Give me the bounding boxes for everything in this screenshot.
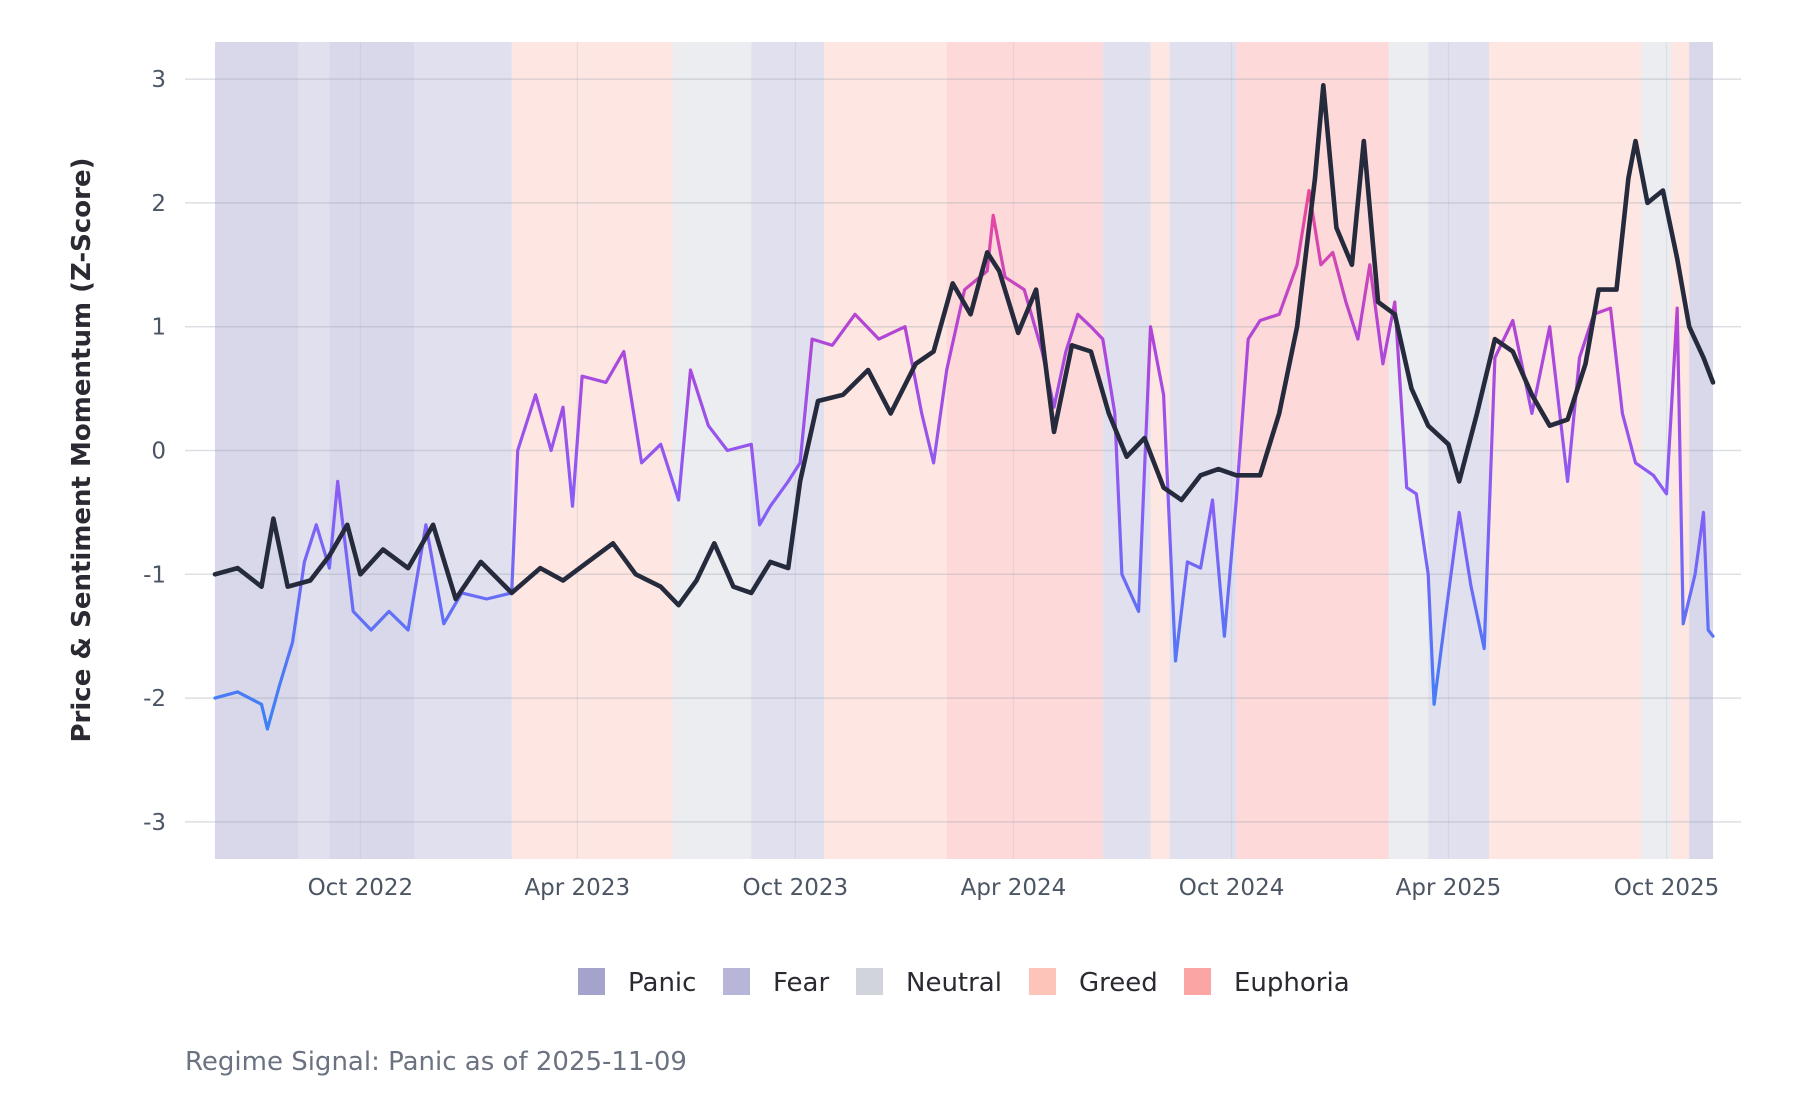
legend-label-euphoria: Euphoria [1234,968,1350,998]
x-tick-label: Oct 2022 [308,875,414,901]
x-tick-label: Apr 2023 [524,875,630,901]
regime-band-neutral [1641,42,1672,859]
regime-band-euphoria [1236,42,1389,859]
regime-band-neutral [1388,42,1429,859]
regime-band-greed [823,42,947,859]
x-tick-label: Oct 2024 [1179,875,1285,901]
y-tick-label: 2 [151,191,166,217]
regime-band-greed [1150,42,1170,859]
regime-caption: Regime Signal: Panic as of 2025-11-09 [185,1047,687,1077]
regime-band-fear [1102,42,1151,859]
regime-band-fear [1169,42,1237,859]
regime-band-euphoria [946,42,1103,859]
y-tick-label: -3 [143,810,166,836]
regime-band-neutral [672,42,752,859]
regime-band-panic [215,42,299,859]
x-axis-ticks: Oct 2022 Apr 2023 Oct 2023 Apr 2024 Oct 2024… [308,875,1720,901]
regime-band-fear [298,42,330,859]
legend-label-panic: Panic [628,968,696,998]
y-tick-label: -2 [143,686,166,712]
legend-swatch-euphoria [1184,968,1211,995]
y-tick-label: -1 [143,562,166,588]
regime-band-fear [414,42,512,859]
legend-swatch-neutral [856,968,883,995]
y-tick-label: 0 [151,439,166,465]
regime-band-panic [1689,42,1713,859]
legend-swatch-greed [1029,968,1056,995]
regime-band-fear [1428,42,1489,859]
legend-label-neutral: Neutral [906,968,1002,998]
series-line-sentiment [213,188,1715,731]
gridlines [185,42,1741,859]
x-tick-label: Oct 2023 [743,875,849,901]
series-line-price [212,83,1716,608]
regime-band-panic [329,42,415,859]
legend-label-fear: Fear [773,968,829,998]
x-tick-label: Oct 2025 [1614,875,1720,901]
regime-band-greed [511,42,673,859]
legend-swatch-panic [578,968,605,995]
x-tick-label: Apr 2025 [1396,875,1502,901]
regime-bands [215,42,1713,859]
legend-swatch-fear [723,968,750,995]
y-axis-ticks: 3 2 1 0 -1 -2 -3 [143,67,166,836]
x-tick-label: Apr 2024 [961,875,1067,901]
legend: Panic Fear Neutral Greed Euphoria [578,968,1350,998]
series-lines [212,83,1716,731]
legend-label-greed: Greed [1079,968,1158,998]
y-axis-title: Price & Sentiment Momentum (Z-Score) [67,158,97,743]
regime-band-fear [751,42,824,859]
y-tick-label: 1 [151,315,166,341]
y-tick-label: 3 [151,67,166,93]
